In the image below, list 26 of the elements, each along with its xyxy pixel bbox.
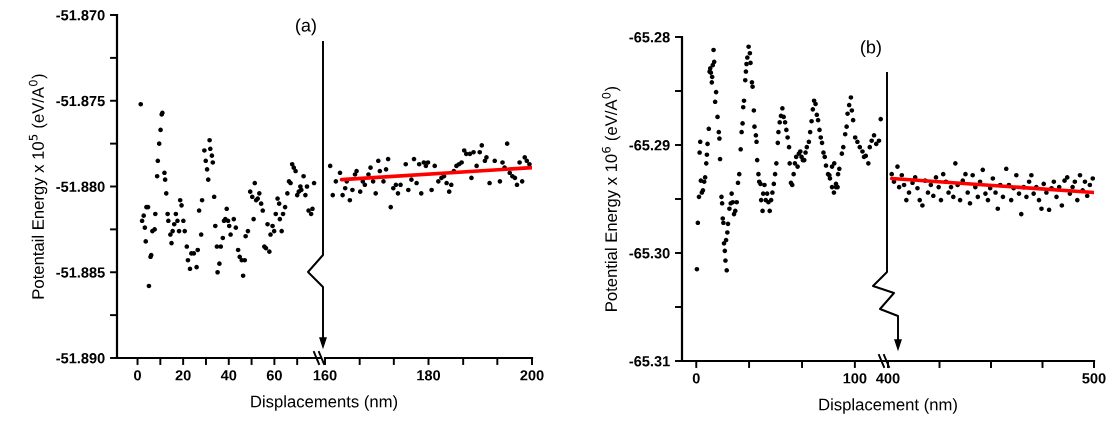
x-tick-label: 60 <box>266 370 282 381</box>
x-axis-title: Displacements (nm) <box>251 395 398 411</box>
y-tick-label: -65.29 <box>629 140 670 151</box>
y-tick-label: -51.870 <box>56 10 105 21</box>
y-tick-label: -51.890 <box>56 353 105 364</box>
y-tick-label: -65.28 <box>629 32 670 43</box>
x-tick-label: 100 <box>843 373 867 384</box>
annotation: (b) <box>861 40 881 58</box>
x-tick-label: 20 <box>175 370 191 381</box>
x-tick-label: 500 <box>1082 373 1106 384</box>
x-axis-title: Displacement (nm) <box>819 398 957 414</box>
y-tick-label: -51.875 <box>56 95 105 107</box>
x-tick-label: 40 <box>220 370 237 381</box>
x-tick-label: 180 <box>417 370 441 381</box>
y-tick-label: -51.885 <box>56 267 105 278</box>
y-tick-label: -65.30 <box>629 248 670 259</box>
y-tick-label: -65.31 <box>629 356 670 367</box>
x-tick-label: 0 <box>134 370 141 381</box>
x-tick-label: 200 <box>520 370 544 381</box>
x-tick-label: 160 <box>313 370 337 381</box>
x-tick-label: 400 <box>876 373 900 384</box>
y-axis-title: Potential Energy x 10$^{6}$ (eV/A$^{0}$) <box>601 86 621 311</box>
y-tick-label: -51.880 <box>56 181 105 192</box>
x-tick-label: 0 <box>692 373 700 384</box>
y-axis-title: Potentail Energy x 10$^{5}$ (eV/A$^{0}$) <box>28 74 48 299</box>
annotation: (a) <box>296 18 316 36</box>
